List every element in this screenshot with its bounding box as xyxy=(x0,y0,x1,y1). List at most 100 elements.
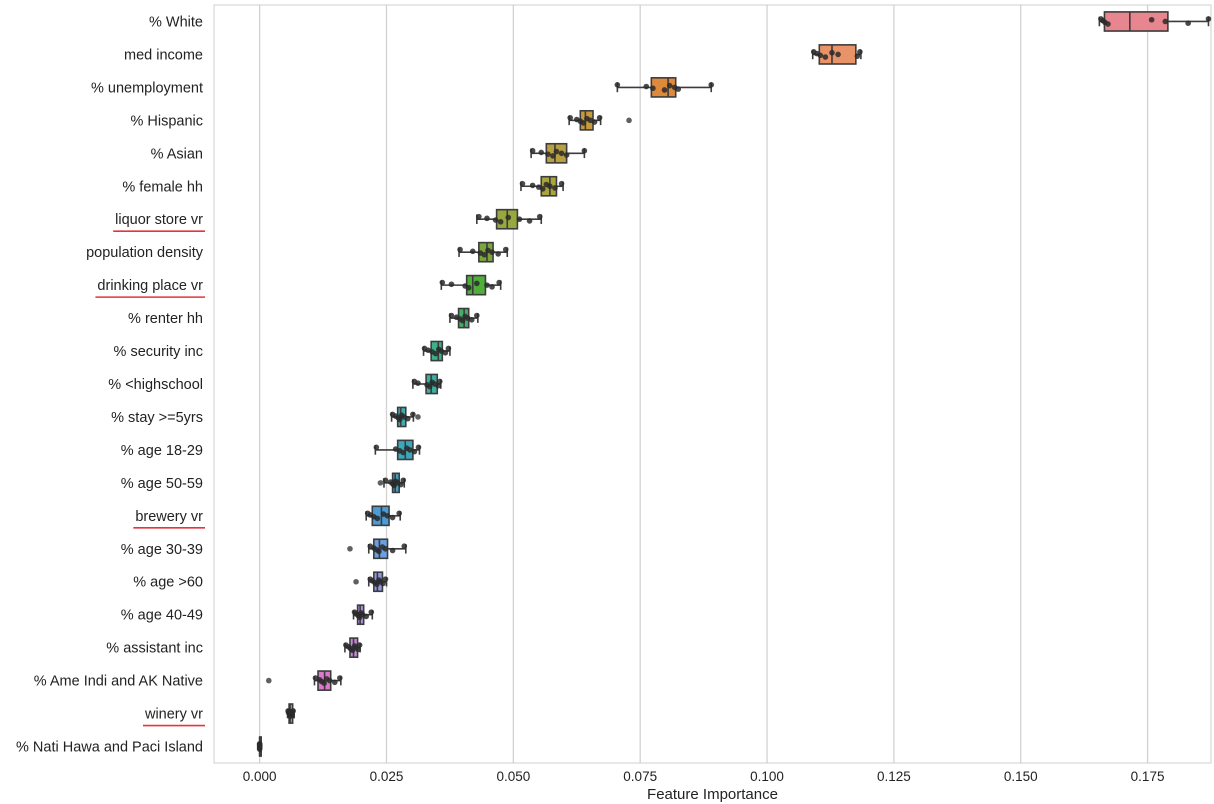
data-point xyxy=(396,510,402,517)
box-row xyxy=(256,736,263,757)
data-point xyxy=(382,576,389,582)
box-row xyxy=(411,373,443,395)
box-row xyxy=(265,670,343,691)
data-point xyxy=(401,543,408,550)
data-point xyxy=(854,53,861,59)
category-label: med income xyxy=(124,47,203,63)
data-point xyxy=(708,82,715,88)
data-point xyxy=(516,216,523,223)
category-label: % age >60 xyxy=(133,575,203,591)
data-point xyxy=(817,52,824,59)
data-point xyxy=(256,741,263,747)
plot-area-frame xyxy=(213,4,1212,764)
box-row xyxy=(377,472,407,494)
data-point xyxy=(389,547,396,554)
data-point xyxy=(495,251,501,257)
data-point xyxy=(481,251,488,258)
data-point xyxy=(382,545,389,552)
box-row xyxy=(285,703,296,724)
data-point xyxy=(468,317,475,323)
data-point xyxy=(356,642,363,648)
category-label: % age 40-49 xyxy=(121,608,203,624)
box-row xyxy=(457,241,509,263)
data-point xyxy=(545,151,551,157)
data-point xyxy=(650,85,656,92)
data-point xyxy=(326,677,333,684)
data-point xyxy=(459,317,466,324)
data-point xyxy=(829,49,835,56)
category-label: % age 50-59 xyxy=(121,476,203,492)
data-point xyxy=(411,448,418,455)
data-point xyxy=(505,214,512,221)
data-point xyxy=(539,186,546,192)
box-row xyxy=(343,637,363,659)
category-label: % assistant inc xyxy=(106,641,203,657)
data-point xyxy=(397,481,404,488)
box-row xyxy=(476,208,543,230)
category-label: liquor store vr xyxy=(115,212,203,228)
data-point xyxy=(476,213,482,220)
category-label: % age 18-29 xyxy=(121,443,203,459)
x-axis-tick-labels: 0.000 0.025 0.050 0.075 0.100 0.125 0.150 0.175 xyxy=(243,769,1165,784)
data-point xyxy=(666,82,673,89)
data-point xyxy=(415,380,421,386)
category-label: % stay >=5yrs xyxy=(111,410,203,426)
data-point xyxy=(558,180,565,187)
category-label: % Hispanic xyxy=(130,113,203,129)
data-point xyxy=(661,87,668,93)
data-point xyxy=(643,83,650,90)
category-label: brewery vr xyxy=(135,509,203,525)
data-point xyxy=(474,312,480,319)
data-point xyxy=(439,279,446,286)
box-row xyxy=(567,109,632,131)
category-label: drinking place vr xyxy=(97,278,203,294)
data-point xyxy=(484,215,490,222)
data-point xyxy=(502,246,509,253)
x-tick-label: 0.050 xyxy=(496,769,530,784)
data-point xyxy=(374,515,381,522)
x-tick-label: 0.000 xyxy=(243,769,277,784)
data-point xyxy=(380,580,386,587)
box-row xyxy=(614,77,715,98)
category-label: % age 30-39 xyxy=(121,542,203,558)
data-point xyxy=(448,281,455,288)
data-point xyxy=(529,182,536,189)
data-point xyxy=(526,218,533,224)
data-point xyxy=(407,447,413,453)
data-point xyxy=(581,147,588,154)
outlier-point xyxy=(265,677,272,684)
data-point xyxy=(389,514,396,521)
outlier-point xyxy=(377,480,384,486)
data-point xyxy=(484,282,490,288)
data-point xyxy=(552,185,558,191)
box-row xyxy=(373,439,422,461)
data-point xyxy=(567,114,573,121)
data-point xyxy=(563,152,570,158)
box-row xyxy=(810,44,863,65)
category-label: % Asian xyxy=(151,146,203,162)
data-point xyxy=(415,444,422,451)
data-point xyxy=(1105,21,1111,27)
outlier-point xyxy=(347,545,353,552)
data-point xyxy=(465,284,472,291)
data-point xyxy=(373,444,380,451)
data-point xyxy=(547,183,553,190)
y-axis-category-labels: % White med income % unemployment % Hispani… xyxy=(16,14,205,756)
data-point xyxy=(368,609,375,615)
box-row xyxy=(448,307,480,329)
data-point xyxy=(580,120,587,126)
box-row xyxy=(1098,11,1212,32)
data-point xyxy=(614,82,621,88)
x-tick-label: 0.150 xyxy=(1004,769,1038,784)
data-point xyxy=(384,513,391,519)
data-point xyxy=(256,745,263,752)
x-tick-label: 0.075 xyxy=(623,769,657,784)
data-point xyxy=(337,675,343,681)
box-series xyxy=(256,11,1212,757)
data-point xyxy=(436,378,443,385)
data-point xyxy=(474,280,480,287)
data-point xyxy=(550,153,556,159)
data-point xyxy=(400,449,407,456)
data-point xyxy=(596,114,603,121)
category-label: % female hh xyxy=(122,179,203,195)
